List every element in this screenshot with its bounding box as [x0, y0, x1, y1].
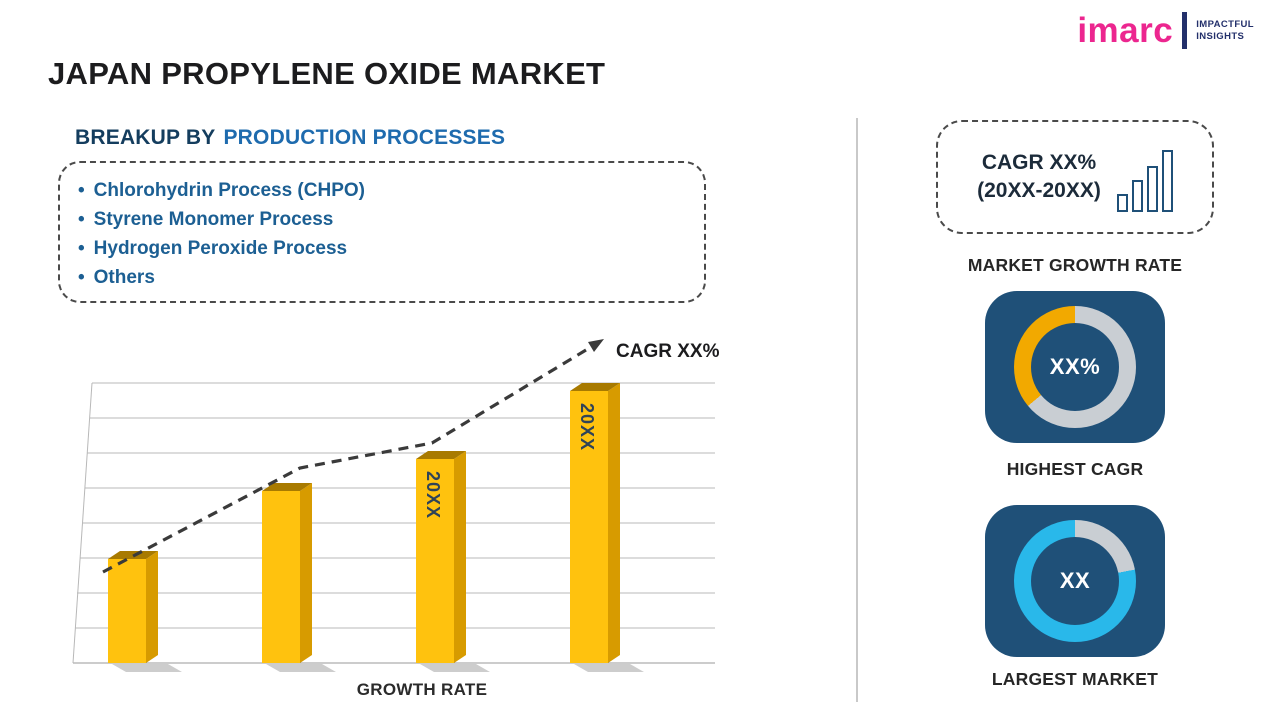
- bar-label: 20XX: [423, 471, 443, 519]
- bar-side: [300, 483, 312, 663]
- bar-shadow: [266, 664, 336, 672]
- largest-market-tile: XX: [985, 505, 1165, 657]
- highest-cagr-donut: XX%: [1014, 306, 1136, 428]
- bar-side: [608, 383, 620, 663]
- donut-hole: XX%: [1031, 323, 1119, 411]
- market-growth-caption: MARKET GROWTH RATE: [967, 255, 1183, 275]
- vertical-divider: [856, 118, 858, 702]
- list-item-label: Chlorohydrin Process (CHPO): [93, 180, 365, 201]
- trend-annotation: CAGR XX%: [616, 341, 720, 362]
- list-item: • Chlorohydrin Process (CHPO): [78, 176, 684, 205]
- donut-value: XX%: [1049, 354, 1101, 379]
- market-growth-text: CAGR XX% (20XX-20XX): [977, 149, 1101, 206]
- bar-front: [416, 459, 454, 663]
- largest-market-caption: LARGEST MARKET: [991, 669, 1159, 689]
- bar-front: [108, 559, 146, 663]
- imarc-logo-text: imarc: [1077, 11, 1174, 50]
- donut-hole: XX: [1031, 537, 1119, 625]
- section-heading-prefix: BREAKUP BY: [75, 126, 216, 149]
- bar-top: [416, 451, 466, 459]
- donut-value: XX: [1059, 568, 1091, 593]
- bullet-icon: •: [78, 180, 85, 201]
- trend-arrow: [102, 339, 604, 574]
- bar-chart-icon-bar: [1131, 180, 1143, 212]
- logo-tagline-line2: INSIGHTS: [1196, 30, 1245, 42]
- growth-bar-chart: 20XX 20XX: [60, 330, 720, 700]
- bar-chart-icon-bar: [1116, 194, 1128, 212]
- bar-side: [454, 451, 466, 663]
- bullet-icon: •: [78, 209, 85, 230]
- list-item-label: Styrene Monomer Process: [93, 209, 334, 230]
- growth-bar-chart-svg: 20XX 20XX: [72, 339, 715, 672]
- logo-tagline-line1: IMPACTFUL: [1196, 18, 1254, 30]
- breakup-list-box: • Chlorohydrin Process (CHPO) • Styrene …: [58, 161, 706, 303]
- page-title: JAPAN PROPYLENE OXIDE MARKET: [48, 56, 606, 91]
- bar-shadow: [112, 664, 182, 672]
- list-item-label: Others: [93, 267, 155, 288]
- bar-front: [570, 391, 608, 663]
- section-heading-highlight: PRODUCTION PROCESSES: [223, 126, 506, 149]
- x-axis-label: GROWTH RATE: [356, 680, 488, 699]
- section-heading: BREAKUP BY PRODUCTION PROCESSES: [75, 126, 505, 150]
- bar-shadow: [420, 664, 490, 672]
- cagr-period: (20XX-20XX): [977, 179, 1101, 202]
- chart-bars: 20XX 20XX: [108, 383, 644, 672]
- bar-shadow: [574, 664, 644, 672]
- bar-top: [570, 383, 620, 391]
- highest-cagr-caption: HIGHEST CAGR: [1006, 459, 1144, 479]
- list-item-label: Hydrogen Peroxide Process: [93, 238, 348, 259]
- bar-side: [146, 551, 158, 663]
- cagr-value: CAGR XX%: [981, 150, 1097, 174]
- bar-front: [262, 491, 300, 663]
- list-item: • Hydrogen Peroxide Process: [78, 234, 684, 263]
- bar-label: 20XX: [577, 403, 597, 451]
- bullet-icon: •: [78, 267, 85, 288]
- highest-cagr-tile: XX%: [985, 291, 1165, 443]
- bar-chart-icon-bar: [1161, 150, 1173, 212]
- market-growth-box: CAGR XX% (20XX-20XX): [936, 120, 1214, 234]
- chart-grid: [72, 382, 715, 664]
- list-item: • Styrene Monomer Process: [78, 205, 684, 234]
- largest-market-donut: XX: [1014, 520, 1136, 642]
- bar-chart-icon-bar: [1146, 166, 1158, 212]
- imarc-logo: imarc IMPACTFUL INSIGHTS: [1077, 12, 1254, 49]
- bar-chart-icon: [1116, 142, 1173, 212]
- logo-tagline: IMPACTFUL INSIGHTS: [1196, 19, 1254, 43]
- bullet-icon: •: [78, 238, 85, 259]
- logo-divider: [1182, 12, 1188, 49]
- list-item: • Others: [78, 263, 684, 292]
- bar-top: [262, 483, 312, 491]
